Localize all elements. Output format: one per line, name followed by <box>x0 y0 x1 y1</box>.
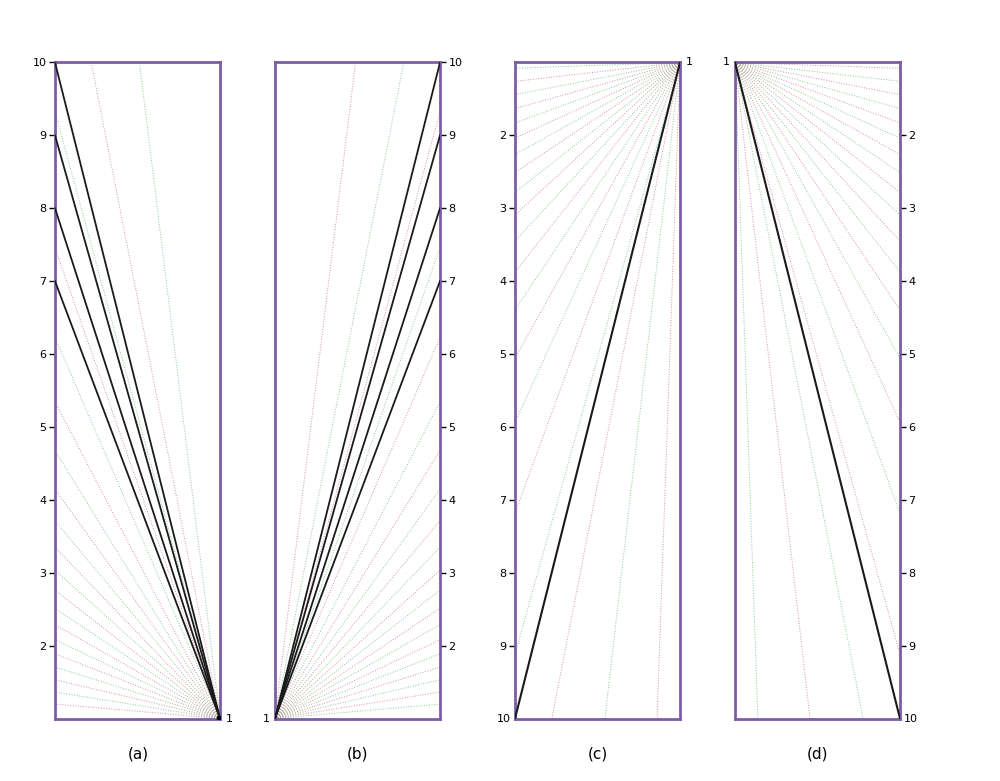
Text: 10: 10 <box>497 714 511 723</box>
Text: 1: 1 <box>686 58 693 67</box>
Text: (a): (a) <box>127 746 149 761</box>
Text: 10: 10 <box>904 714 918 723</box>
Text: 1: 1 <box>226 714 233 723</box>
Text: (c): (c) <box>588 746 608 761</box>
Text: (b): (b) <box>347 746 369 761</box>
Text: 1: 1 <box>722 58 729 67</box>
Text: 1: 1 <box>262 714 269 723</box>
Text: (d): (d) <box>807 746 829 761</box>
